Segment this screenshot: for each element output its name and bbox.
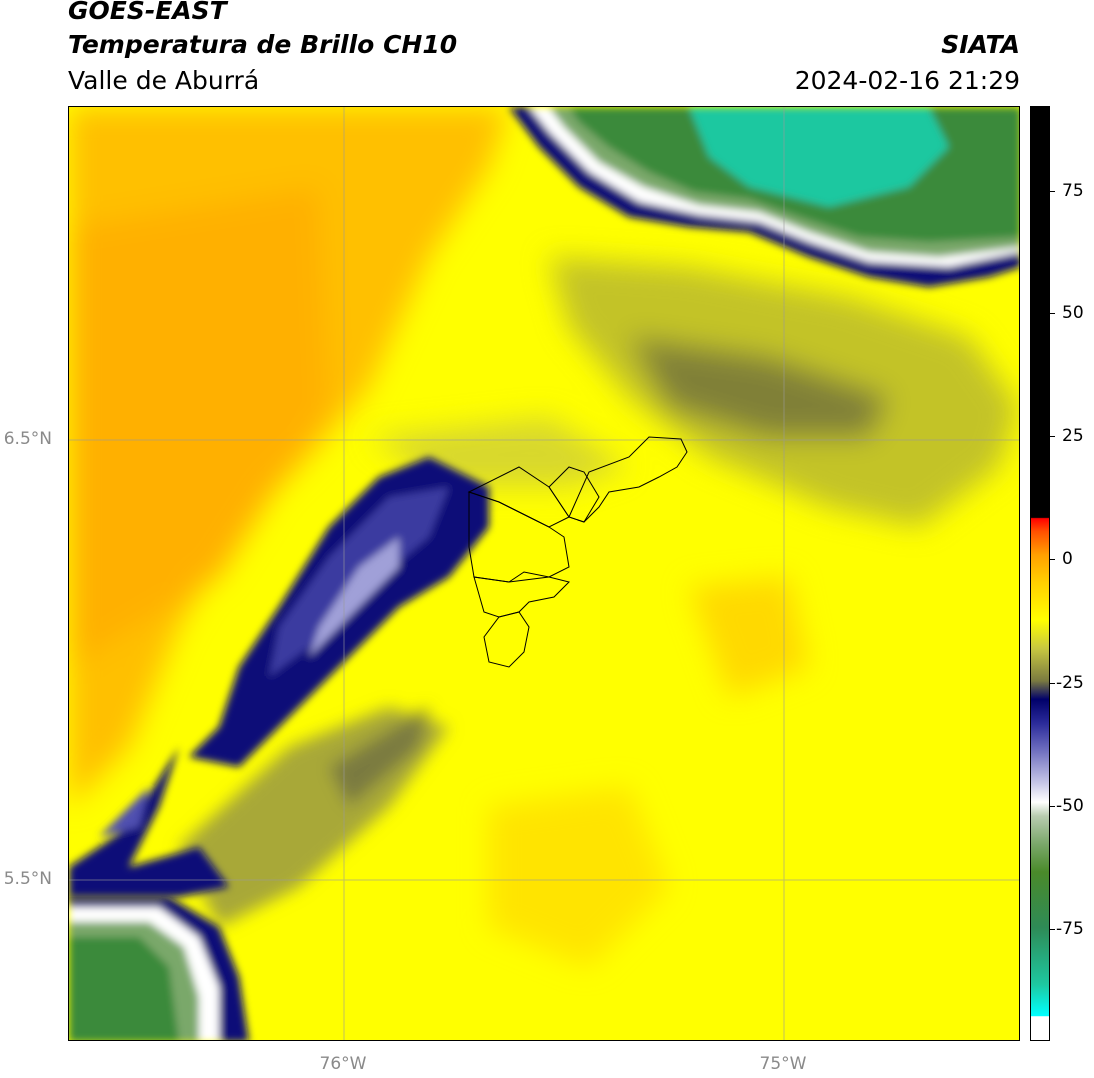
colorbar-tick [1050,559,1055,560]
title-satellite: GOES-EAST [68,0,227,25]
region-label: Valle de Aburrá [68,66,260,95]
colorbar-label: -50 [1056,796,1084,816]
colorbar-tick [1050,436,1055,437]
colorbar-tick [1050,806,1055,807]
datetime-label: 2024-02-16 21:29 [794,66,1020,95]
boundary-medellin [473,571,570,618]
organization-label: SIATA [941,30,1020,59]
cloud-top-southwest [69,897,249,1040]
title-product: Temperatura de Brillo CH10 [68,30,458,59]
colorbar-label: -25 [1056,673,1084,693]
colorbar-tick [1050,683,1055,684]
colorbar-tick [1050,191,1055,192]
colorbar-label: 75 [1062,181,1084,201]
boundary-caldas [483,611,530,668]
colorbar-gradient [1031,107,1049,1040]
colorbar-label: -75 [1056,919,1084,939]
graticule [69,107,1019,1040]
colorbar-label: 50 [1062,303,1084,323]
lon-label-75: 75°W [759,1054,807,1074]
boundary-bello [468,491,570,583]
lon-label-76: 76°W [319,1054,367,1074]
colorbar-tick [1050,313,1055,314]
satellite-map[interactable] [68,106,1020,1041]
boundary-girardota [548,466,600,523]
lat-label-6.5: 6.5°N [3,429,52,449]
cloud-band-southwest [69,747,229,897]
boundary-north [568,436,688,523]
colorbar-tick [1050,929,1055,930]
municipality-boundaries [467,436,688,668]
colorbar-label: 0 [1062,549,1073,569]
colorbar [1030,106,1050,1041]
olive-band-southwest [179,707,449,927]
cloud-band-center [189,457,489,767]
warm-region [69,107,809,967]
colorbar-label: 25 [1062,426,1084,446]
lat-label-5.5: 5.5°N [3,869,52,889]
